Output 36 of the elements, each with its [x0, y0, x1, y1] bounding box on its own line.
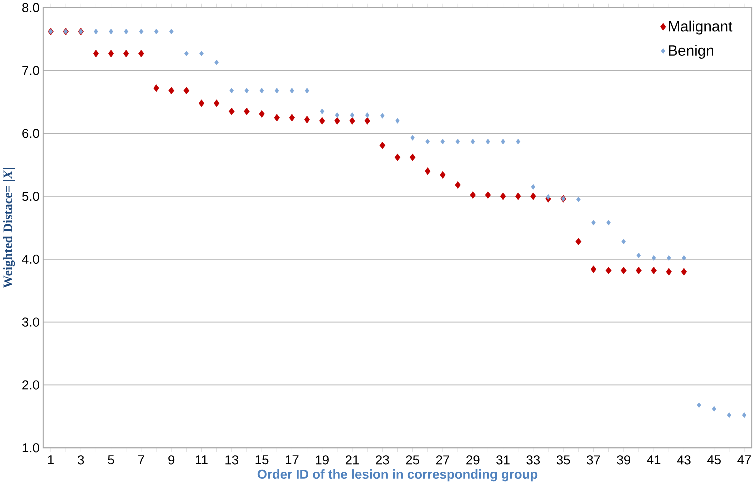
x-tick-label: 17	[286, 456, 299, 464]
x-axis-title: Order ID of the lesion in corresponding group	[258, 470, 538, 482]
x-tick-label: 43	[677, 456, 691, 465]
legend-label: Benign	[669, 45, 714, 59]
x-tick-label: 19	[316, 456, 329, 465]
y-tick-label: 1.0	[22, 444, 40, 453]
x-tick-label: 1	[48, 456, 54, 464]
x-tick-label: 21	[346, 456, 360, 465]
x-tick-label: 27	[436, 456, 450, 465]
y-tick-label: 4.0	[22, 254, 40, 264]
x-tick-label: 39	[617, 456, 630, 465]
x-tick-label: 41	[647, 456, 661, 464]
x-tick-label: 29	[466, 456, 480, 465]
x-tick-label: 23	[376, 456, 390, 465]
x-tick-label: 47	[738, 456, 752, 464]
y-tick-label: 5.0	[22, 192, 40, 202]
x-tick-label: 3	[78, 456, 84, 465]
y-tick-label: 8.0	[22, 3, 40, 12]
x-tick-label: 7	[138, 456, 144, 464]
x-tick-label: 15	[256, 456, 269, 465]
x-tick-label: 5	[108, 456, 114, 465]
x-tick-label: 45	[707, 456, 721, 465]
x-tick-label: 31	[496, 456, 510, 465]
y-tick-label: 7.0	[22, 66, 40, 76]
y-axis-title: Weighted Distace= |X|	[3, 168, 16, 288]
x-tick-label: 37	[587, 456, 600, 465]
x-tick-label: 9	[168, 456, 175, 465]
x-tick-label: 11	[196, 456, 208, 464]
x-tick-label: 33	[526, 456, 540, 465]
y-tick-label: 3.0	[22, 318, 40, 327]
x-tick-label: 25	[406, 456, 420, 465]
x-tick-label: 13	[226, 456, 239, 465]
x-tick-label: 35	[556, 456, 570, 465]
y-tick-label: 6.0	[22, 129, 40, 138]
legend-label: Malignant	[669, 20, 733, 35]
y-tick-label: 2.0	[22, 380, 40, 390]
